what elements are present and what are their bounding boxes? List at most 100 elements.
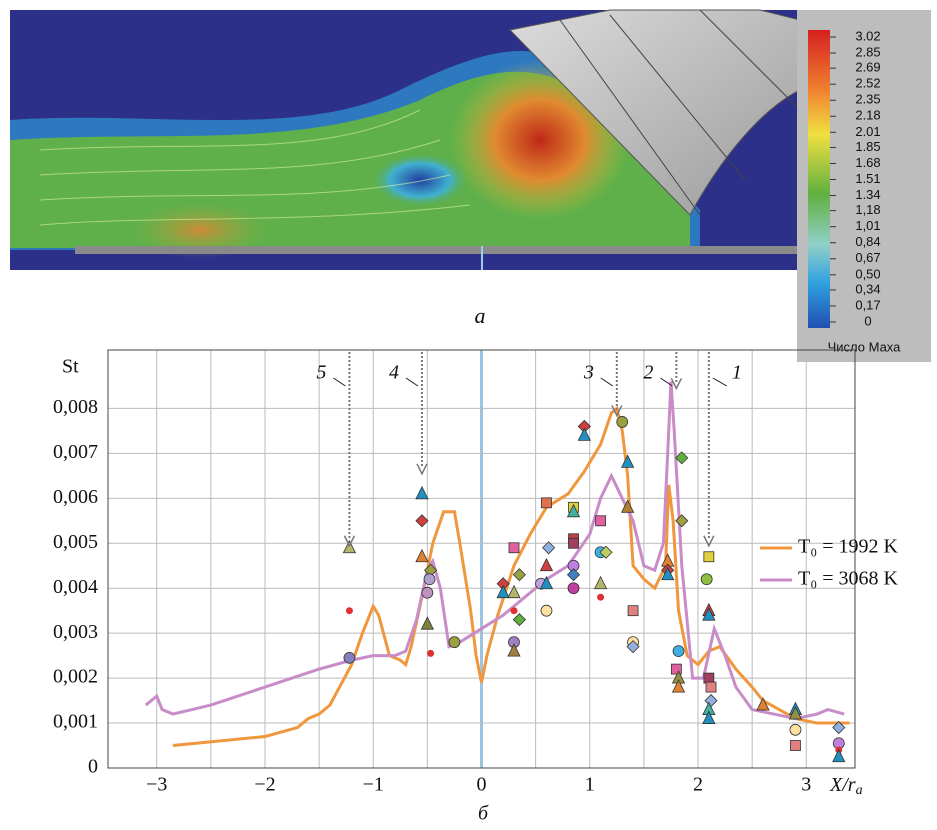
x-tick-label: −3 xyxy=(146,774,167,796)
colorbar-tick-label: 1,18 xyxy=(855,202,880,217)
point xyxy=(508,542,520,554)
point xyxy=(671,679,686,693)
point xyxy=(675,451,689,465)
arrow-head xyxy=(611,405,623,418)
colorbar-tick-label: 0 xyxy=(864,313,871,328)
point xyxy=(621,454,635,468)
x-tick-label: 0 xyxy=(477,774,487,796)
arrow-head xyxy=(416,463,428,476)
point xyxy=(566,503,581,518)
panel-caption: а xyxy=(475,303,486,328)
point xyxy=(567,582,580,595)
panel-caption: б xyxy=(478,803,489,825)
point xyxy=(672,645,685,658)
y-tick-label: 0,007 xyxy=(53,441,98,463)
point xyxy=(507,584,521,599)
point xyxy=(621,499,635,513)
point xyxy=(756,697,770,711)
line-series xyxy=(144,381,845,721)
y-tick-label: 0,005 xyxy=(53,531,98,553)
point xyxy=(539,575,554,590)
colorbar-tick-label: 0,34 xyxy=(855,281,880,296)
annotation-label: 3 xyxy=(583,362,594,384)
point xyxy=(832,720,846,735)
point xyxy=(700,573,713,586)
annotation-leader xyxy=(712,377,728,387)
point xyxy=(512,568,526,582)
colorbar-tick-label: 1,01 xyxy=(855,218,880,233)
annotation-leader xyxy=(405,377,419,387)
annotation-leader xyxy=(600,377,614,387)
x-tick-label: −2 xyxy=(254,774,275,796)
y-tick-label: 0,008 xyxy=(53,396,98,418)
point xyxy=(507,643,521,657)
point xyxy=(415,514,429,528)
x-axis-label-main: X/r xyxy=(829,774,856,796)
arrow-head xyxy=(703,535,715,548)
flow-field xyxy=(10,9,801,270)
colorbar-tick-label: 1.68 xyxy=(855,155,880,170)
colorbar-tick-label: 2.01 xyxy=(855,124,880,139)
point xyxy=(597,593,605,601)
chart: −3 −2 −1 0 1 2 3 0 0,001 0,002 0,003 0,004 0,005 0,00… xyxy=(53,349,898,825)
legend-label: T₀ = 3068 K xyxy=(798,568,898,590)
y-tick-label: 0,003 xyxy=(53,621,98,643)
annotation-label: 1 xyxy=(732,362,742,384)
colorbar-strip xyxy=(808,30,830,328)
x-tick-label: −1 xyxy=(363,774,384,796)
point xyxy=(789,723,802,736)
point xyxy=(542,541,556,555)
legend-label: T₀ = 1992 K xyxy=(798,536,898,558)
point xyxy=(593,575,608,590)
colorbar-tick-label: 2.18 xyxy=(855,108,880,123)
point xyxy=(832,748,846,763)
line-series xyxy=(172,405,850,748)
y-tick-label: 0,004 xyxy=(53,576,98,598)
point xyxy=(448,636,461,649)
point xyxy=(790,740,801,751)
x-axis-label-sub: a xyxy=(856,783,863,798)
point xyxy=(420,616,435,630)
annotation-label: 5 xyxy=(316,362,326,384)
point xyxy=(539,557,554,572)
colorbar-tick-label: 3.02 xyxy=(855,28,880,43)
point xyxy=(566,568,581,582)
plot-frame xyxy=(107,349,856,769)
annotation-leader xyxy=(660,377,673,387)
colorbar-tick-label: 2.85 xyxy=(855,44,880,59)
point xyxy=(510,607,518,615)
point xyxy=(704,694,718,708)
point xyxy=(599,545,613,559)
y-tick-label: 0 xyxy=(88,756,98,778)
y-axis-label: St xyxy=(62,356,79,378)
annotation-label: 2 xyxy=(643,362,653,384)
x-axis-label: X/ra xyxy=(829,774,863,799)
point xyxy=(540,604,553,617)
point xyxy=(421,586,434,599)
point xyxy=(788,706,803,720)
point xyxy=(670,663,682,675)
point xyxy=(415,548,429,563)
y-tick-label: 0,006 xyxy=(53,486,98,508)
colorbar-tick-label: 0,84 xyxy=(855,234,880,249)
point xyxy=(627,605,639,617)
annotation-label: 4 xyxy=(389,362,399,384)
colorbar-tick-label: 0,67 xyxy=(855,250,880,265)
colorbar-tick-label: 1.51 xyxy=(855,171,880,186)
point xyxy=(702,710,716,724)
colorbar-tick-label: 1.85 xyxy=(855,139,880,154)
y-tick-label: 0,002 xyxy=(53,666,98,688)
point xyxy=(616,416,629,428)
x-tick-label: 2 xyxy=(693,774,703,796)
colorbar-tick-label: 0,17 xyxy=(855,297,880,312)
point xyxy=(626,640,640,654)
colorbar-tick-label: 2.52 xyxy=(855,76,880,91)
point xyxy=(568,537,579,549)
colorbar-tick-label: 2.35 xyxy=(855,92,880,107)
arrow-head xyxy=(670,378,683,391)
point xyxy=(345,607,353,615)
point xyxy=(675,514,689,528)
x-tick-label: 1 xyxy=(585,774,595,796)
point xyxy=(415,485,429,500)
